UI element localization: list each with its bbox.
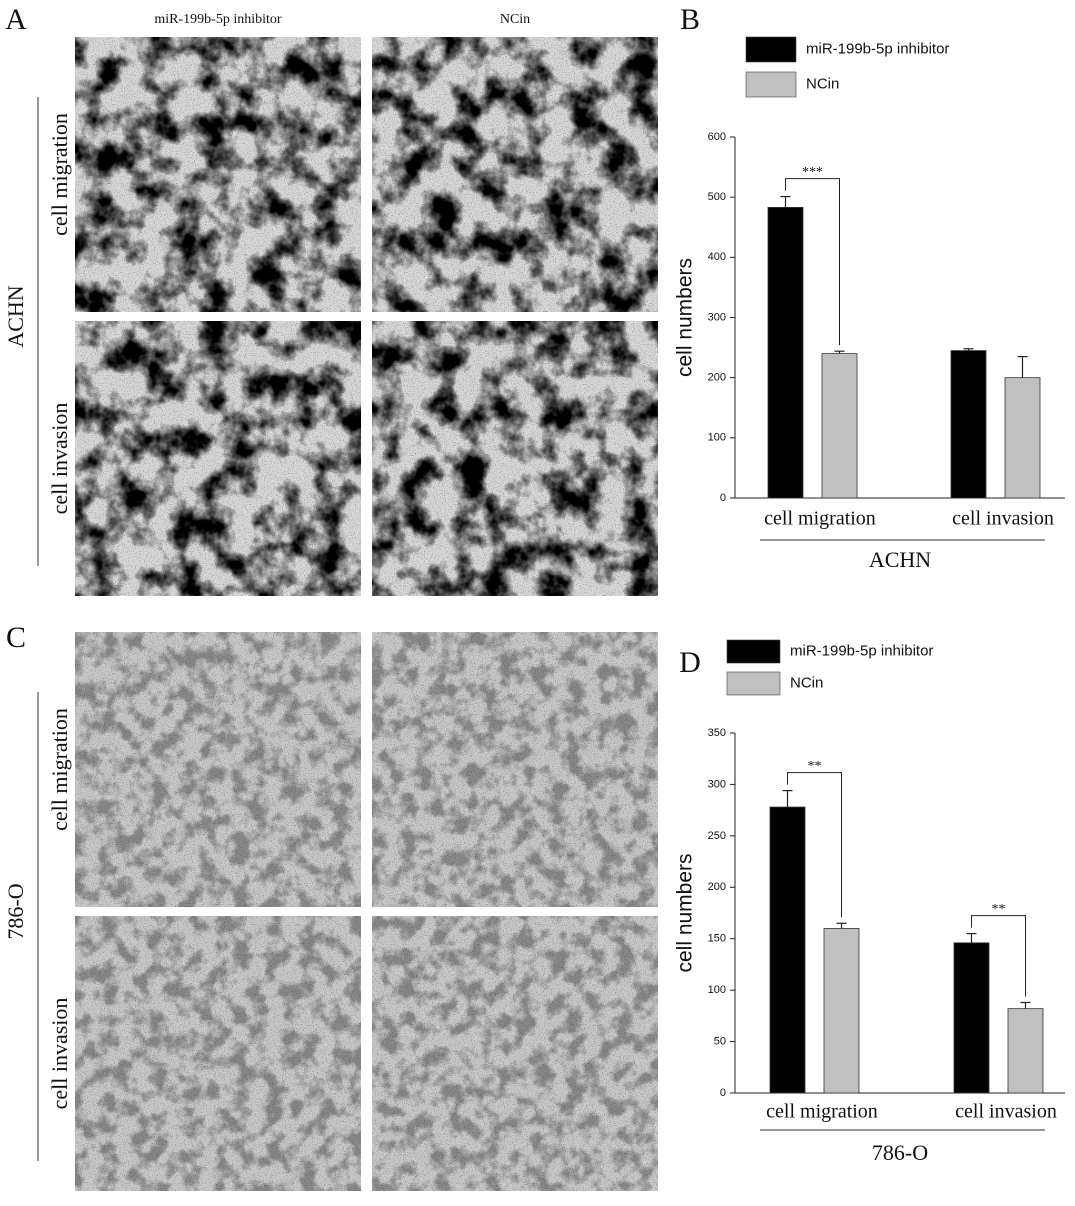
error-bar: [966, 932, 977, 943]
row-label: cell migration: [47, 708, 72, 831]
y-tick-label: 500: [708, 191, 726, 203]
y-tick-label: 600: [708, 131, 726, 143]
bar: [767, 206, 804, 499]
x-tick-label: cell invasion: [952, 508, 1054, 530]
legend-label: miR-199b-5p inhibitor: [790, 642, 933, 659]
bar: [1004, 377, 1041, 499]
y-tick-label: 250: [708, 830, 726, 842]
cell-line-label: 786-O: [3, 883, 28, 939]
panel-letter: C: [6, 621, 26, 654]
error-bar: [780, 195, 791, 208]
y-axis-label: cell numbers: [674, 853, 697, 972]
error-bar: [1017, 356, 1028, 378]
micrograph-speckle: [372, 632, 658, 907]
y-tick-label: 350: [708, 727, 726, 739]
bar: [1007, 1008, 1044, 1094]
micrograph-speckle: [372, 321, 658, 596]
bar: [821, 353, 858, 499]
bar: [769, 806, 806, 1094]
micrograph-speckle: [75, 321, 361, 596]
legend-label: NCin: [790, 674, 823, 691]
micrograph-speckle: [75, 916, 361, 1191]
y-tick-label: 150: [708, 933, 726, 945]
y-tick-label: 400: [708, 251, 726, 263]
significance-label: **: [808, 759, 822, 774]
y-tick-label: 50: [714, 1035, 726, 1047]
panel-letter: B: [680, 3, 700, 36]
y-tick-label: 100: [708, 432, 726, 444]
y-tick-label: 0: [720, 1087, 726, 1099]
legend-swatch: [726, 639, 781, 664]
row-label: cell invasion: [47, 403, 72, 515]
x-tick-label: cell migration: [766, 1101, 878, 1123]
column-label: NCin: [500, 12, 530, 27]
bar: [950, 350, 987, 499]
x-tick-label: cell migration: [764, 508, 876, 530]
y-axis-label: cell numbers: [674, 258, 697, 377]
significance-bracket: [971, 915, 1026, 997]
y-tick-label: 300: [708, 778, 726, 790]
micrograph-speckle: [372, 916, 658, 1191]
column-label: miR-199b-5p inhibitor: [154, 12, 282, 27]
bar: [823, 928, 860, 1094]
y-tick-label: 200: [708, 372, 726, 384]
error-bar: [782, 789, 793, 808]
cell-line-label: ACHN: [3, 285, 28, 347]
y-tick-label: 200: [708, 881, 726, 893]
row-label: cell migration: [47, 113, 72, 236]
significance-bracket: [785, 178, 840, 346]
bar: [953, 942, 990, 1094]
error-bar: [963, 348, 974, 351]
micrograph-speckle: [75, 37, 361, 312]
legend-swatch: [745, 71, 797, 98]
micrograph-speckle: [372, 37, 658, 312]
row-label: cell invasion: [47, 998, 72, 1110]
legend-label: NCin: [806, 75, 839, 92]
error-bar: [836, 922, 847, 929]
significance-bracket: [787, 772, 842, 918]
significance-label: **: [992, 902, 1006, 917]
x-axis-label: 786-O: [872, 1140, 928, 1165]
legend-label: miR-199b-5p inhibitor: [806, 40, 949, 57]
panel-letter: A: [5, 3, 27, 36]
micrograph-speckle: [75, 632, 361, 907]
y-tick-label: 300: [708, 311, 726, 323]
x-axis-label: ACHN: [869, 547, 931, 572]
panel-letter: D: [679, 646, 701, 679]
error-bar: [834, 350, 845, 354]
error-bar: [1020, 1001, 1031, 1009]
legend-swatch: [726, 671, 781, 696]
y-tick-label: 100: [708, 984, 726, 996]
significance-label: ***: [802, 165, 823, 180]
x-tick-label: cell invasion: [955, 1101, 1057, 1123]
y-tick-label: 0: [720, 492, 726, 504]
legend-swatch: [745, 36, 797, 63]
